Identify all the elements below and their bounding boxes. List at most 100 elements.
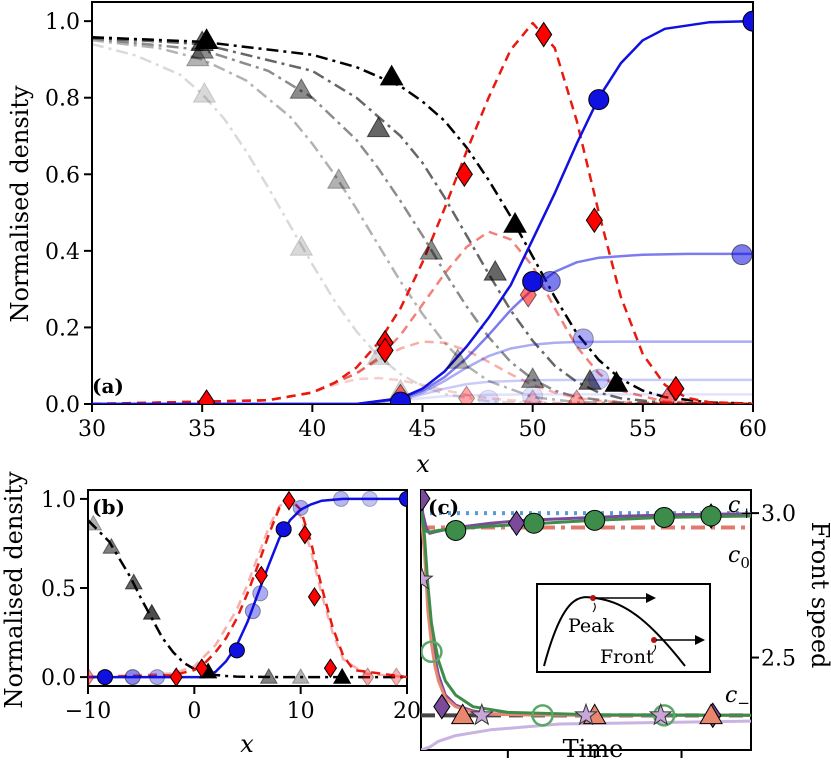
panel-c-y-axis-label: Front speed bbox=[806, 522, 831, 669]
green-circle-marker-5 bbox=[421, 640, 443, 664]
diamond-marker-12 bbox=[524, 389, 542, 404]
x-tick-label: 45 bbox=[409, 417, 437, 442]
c-minus-label: c− bbox=[725, 683, 750, 712]
triangle-marker-7 bbox=[578, 369, 602, 390]
circle-marker-6 bbox=[572, 328, 594, 350]
inset-peak-dot bbox=[590, 595, 596, 601]
series-line-6 bbox=[92, 230, 753, 404]
green-circle-marker-4 bbox=[700, 505, 722, 527]
panel-a-markers bbox=[185, 10, 753, 404]
triangle-marker-12 bbox=[185, 45, 210, 67]
panel-a-x-axis-label: x bbox=[416, 450, 430, 478]
panel-c-markers bbox=[421, 490, 723, 729]
x-tick-label: 35 bbox=[188, 417, 216, 442]
series-line-9 bbox=[92, 19, 753, 404]
inset-front-dot bbox=[651, 637, 657, 643]
star-marker-0 bbox=[421, 567, 434, 590]
panel-a-y-axis-label: Normalised density bbox=[6, 85, 34, 323]
circle-marker-5 bbox=[731, 244, 753, 266]
diamond-marker-2 bbox=[195, 658, 209, 679]
x-tick-label: −10 bbox=[65, 699, 111, 724]
star-marker-2 bbox=[574, 702, 598, 726]
green-circle-marker-0 bbox=[445, 519, 467, 541]
y-tick-label: 3.0 bbox=[761, 502, 796, 527]
triangle-marker-15 bbox=[192, 81, 217, 103]
triangle-marker-3 bbox=[142, 603, 161, 620]
y-tick-label: 1.0 bbox=[41, 488, 76, 513]
y-tick-label: 2.5 bbox=[761, 647, 796, 672]
diamond-marker-4 bbox=[282, 490, 296, 511]
triangle-marker-9 bbox=[289, 78, 314, 99]
panel-c-x-axis-label: Time bbox=[563, 735, 624, 761]
panel-b-y-ticks: 0.0 0.5 1.0 bbox=[41, 488, 88, 691]
x-tick-label: 50 bbox=[519, 417, 547, 442]
diamond-marker-4 bbox=[535, 21, 553, 48]
series-line-3 bbox=[92, 39, 753, 404]
diamond-marker-5 bbox=[585, 207, 603, 234]
triangle-marker-2 bbox=[124, 573, 143, 590]
c-plus-label: c+ bbox=[728, 493, 753, 522]
panel-c-y-ticks: 2.5 3.0 bbox=[751, 502, 796, 672]
circle-marker-9 bbox=[361, 490, 378, 507]
diamond-marker-10 bbox=[568, 389, 586, 404]
diamond-marker-2 bbox=[376, 337, 394, 364]
inset-peak-arrowhead bbox=[646, 593, 656, 603]
x-tick-label: 30 bbox=[78, 417, 106, 442]
purple-diamond-marker-1 bbox=[507, 510, 526, 537]
y-tick-label: 0.0 bbox=[41, 666, 76, 691]
circle-marker-4 bbox=[244, 603, 261, 620]
circle-marker-7 bbox=[292, 499, 309, 516]
series-line-10 bbox=[92, 252, 753, 404]
triangle-marker-1 bbox=[379, 64, 404, 86]
diamond-marker-0 bbox=[88, 667, 95, 686]
green-circle-marker-6 bbox=[531, 704, 554, 727]
y-tick-label: 0.6 bbox=[45, 163, 80, 188]
circle-marker-0 bbox=[97, 669, 114, 686]
triangle-marker-0 bbox=[88, 514, 103, 531]
purple-diamond-marker-0 bbox=[421, 490, 431, 512]
triangle-marker-14 bbox=[445, 347, 470, 369]
triangle-marker-6 bbox=[483, 259, 508, 281]
inset-peak-label: Peak bbox=[568, 615, 615, 637]
inset-peak-pointer bbox=[592, 602, 596, 613]
series-line-12 bbox=[92, 378, 753, 404]
series-line-2 bbox=[92, 37, 753, 404]
panel-a: 30 35 40 45 50 55 60 0.00.20.40.60.81.0 (a) x … bbox=[6, 1, 767, 478]
diamond-marker-8 bbox=[361, 667, 375, 686]
series-line-4 bbox=[92, 42, 753, 404]
triangle-marker-3 bbox=[604, 370, 629, 392]
inset-front-arrowhead bbox=[695, 635, 705, 645]
circle-marker-2 bbox=[588, 89, 610, 111]
diamond-marker-5 bbox=[298, 524, 312, 545]
series-line-5 bbox=[92, 21, 753, 404]
circle-marker-1 bbox=[522, 270, 544, 292]
y-tick-label: 0.2 bbox=[45, 316, 80, 341]
circle-marker-3 bbox=[228, 642, 245, 659]
inset-profile-curve bbox=[543, 596, 686, 667]
series-line-5 bbox=[421, 719, 751, 750]
panel-c-x-ticks: 50100150 bbox=[506, 750, 683, 758]
inset-front-pointer bbox=[651, 644, 657, 654]
y-tick-label: 0.0 bbox=[45, 393, 80, 418]
triangle-marker-10 bbox=[419, 238, 444, 260]
x-tick-label: 60 bbox=[739, 417, 767, 442]
triangle-marker-11 bbox=[520, 367, 545, 388]
inset-front-label: Front bbox=[600, 646, 654, 668]
inset-schematic: Peak Front bbox=[536, 583, 711, 673]
y-tick-label: 0.5 bbox=[41, 577, 76, 602]
circle-marker-6 bbox=[275, 521, 292, 538]
panel-b-label: (b) bbox=[92, 495, 125, 519]
diamond-marker-0 bbox=[197, 389, 216, 404]
x-tick-label: 0 bbox=[187, 699, 201, 724]
panel-b-y-axis-label: Normalised density bbox=[0, 471, 28, 709]
panel-c-label: (c) bbox=[428, 495, 459, 519]
circle-marker-5 bbox=[252, 585, 269, 602]
x-tick-label: 10 bbox=[287, 699, 315, 724]
diamond-marker-11 bbox=[457, 385, 476, 404]
series-line-3 bbox=[421, 512, 751, 717]
series-line-7 bbox=[92, 340, 753, 404]
panel-a-x-ticks: 30 35 40 45 50 55 60 bbox=[78, 404, 767, 442]
panel-a-y-ticks: 0.0 0.2 0.4 0.6 0.8 1.0 bbox=[45, 10, 92, 418]
green-circle-marker-1 bbox=[523, 512, 545, 534]
